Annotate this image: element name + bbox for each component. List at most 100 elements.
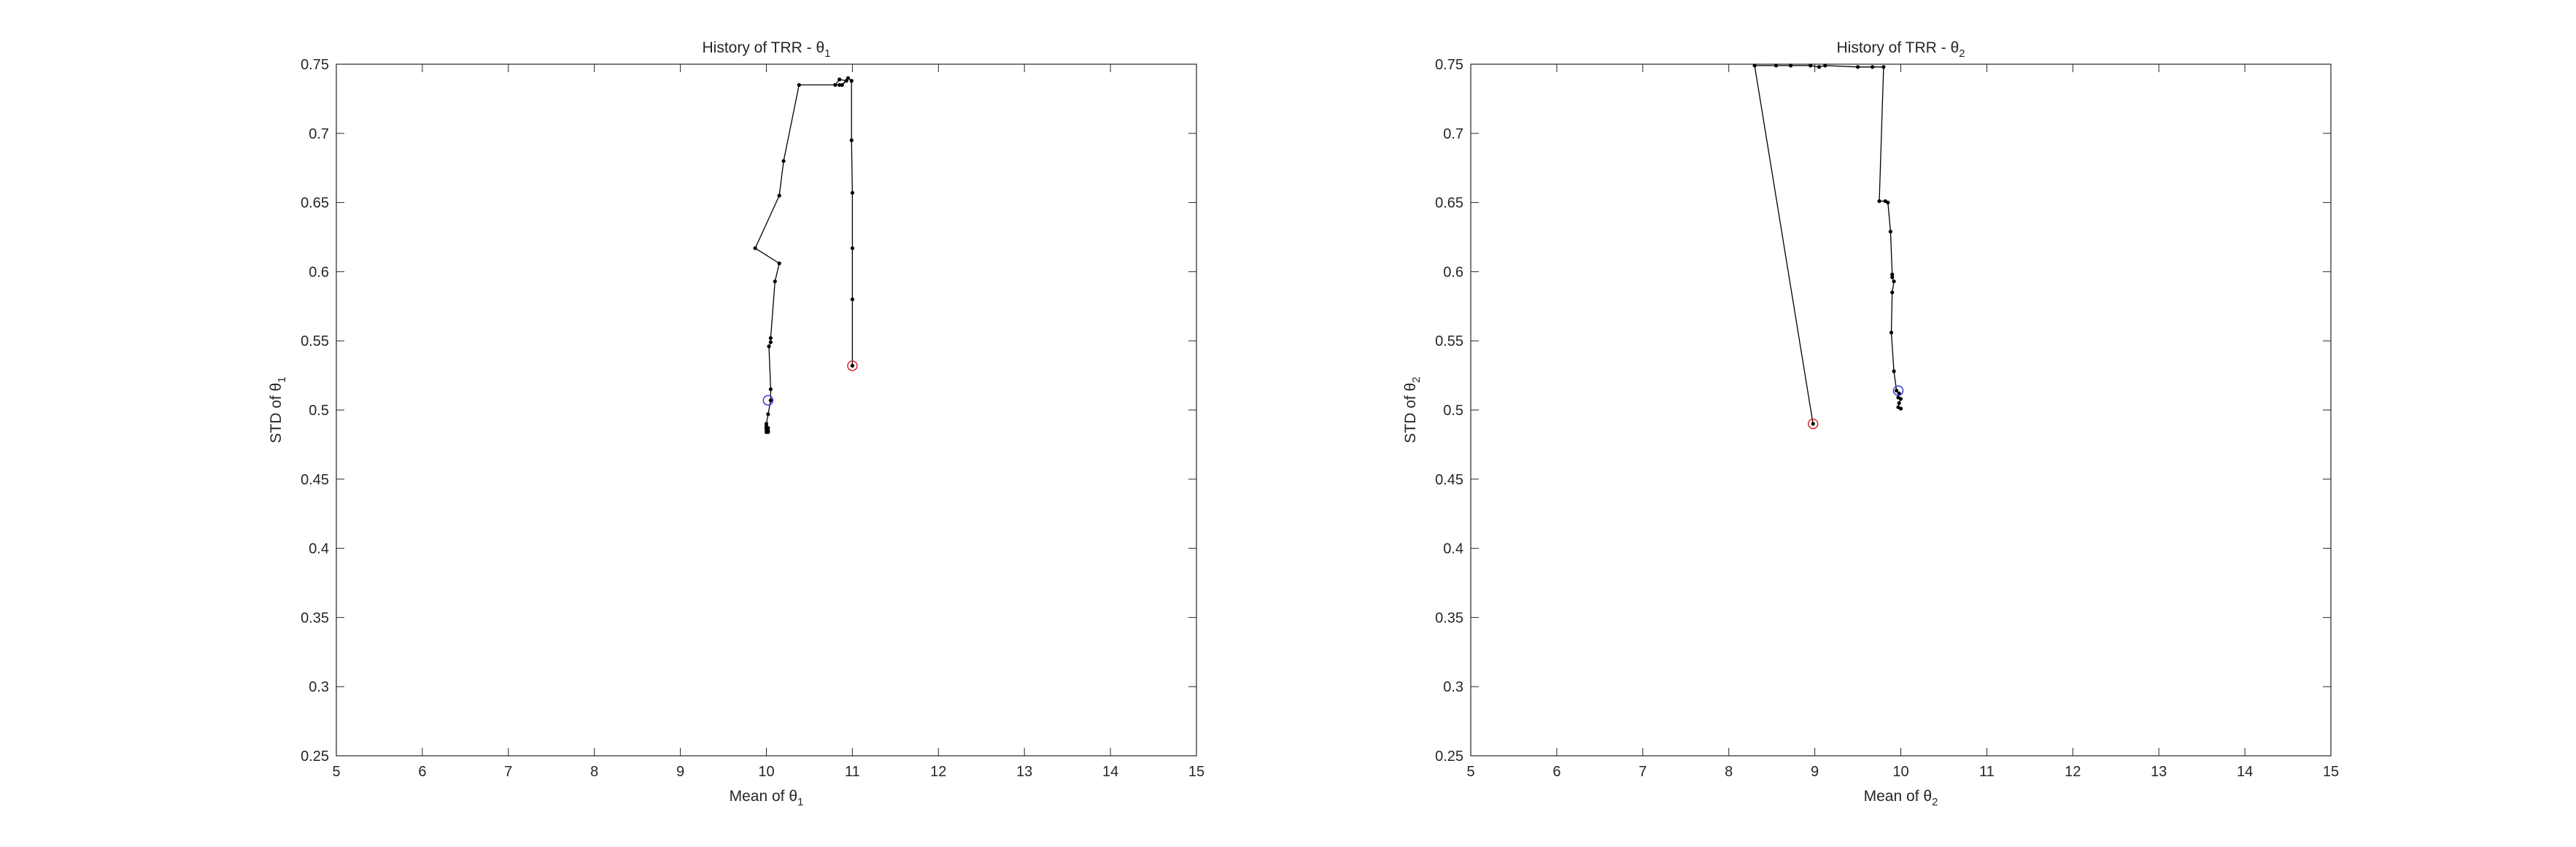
x-tick-label: 15 bbox=[1188, 764, 1204, 780]
data-point bbox=[1897, 401, 1901, 406]
x-tick-label: 12 bbox=[930, 764, 946, 780]
data-point bbox=[764, 422, 769, 426]
data-point bbox=[849, 79, 854, 83]
x-axis-label-subscript: 1 bbox=[797, 796, 803, 808]
x-tick-label: 10 bbox=[1892, 764, 1908, 780]
x-axis-label: Mean of θ2 bbox=[1864, 788, 1938, 808]
data-point bbox=[1897, 391, 1901, 395]
y-tick-label: 0.7 bbox=[309, 126, 329, 142]
data-point bbox=[1870, 65, 1875, 69]
data-point bbox=[1895, 388, 1899, 393]
data-point bbox=[766, 430, 770, 434]
x-tick-label: 13 bbox=[1016, 764, 1032, 780]
data-point bbox=[768, 387, 773, 392]
x-tick-label: 12 bbox=[2065, 764, 2081, 780]
x-tick-label: 5 bbox=[332, 764, 340, 780]
data-point bbox=[844, 79, 848, 83]
data-point bbox=[764, 426, 769, 430]
data-point bbox=[1877, 199, 1881, 204]
data-point bbox=[1881, 65, 1886, 69]
data-point bbox=[1892, 369, 1896, 374]
y-tick-label: 0.45 bbox=[1435, 472, 1463, 488]
x-tick-label: 14 bbox=[2237, 764, 2253, 780]
x-tick-label: 14 bbox=[1102, 764, 1118, 780]
data-point bbox=[1892, 279, 1896, 284]
chart-title-subscript: 2 bbox=[1959, 47, 1965, 60]
data-point bbox=[850, 190, 854, 195]
y-tick-label: 0.4 bbox=[309, 541, 329, 557]
y-axis-label-main: STD of θ bbox=[1402, 383, 1419, 444]
x-tick-label: 8 bbox=[590, 764, 598, 780]
chart-title: History of TRR - θ1 bbox=[703, 39, 831, 60]
data-point bbox=[1889, 330, 1894, 335]
y-tick-label: 0.7 bbox=[1443, 126, 1463, 142]
data-point bbox=[1890, 290, 1895, 295]
data-point bbox=[766, 412, 770, 417]
chart-title-subscript: 1 bbox=[824, 47, 830, 60]
x-axis-label-main: Mean of θ bbox=[1864, 788, 1932, 805]
data-point bbox=[846, 76, 851, 80]
data-point bbox=[773, 279, 777, 284]
data-point bbox=[1752, 63, 1757, 68]
x-tick-label: 7 bbox=[1639, 764, 1647, 780]
y-tick-label: 0.6 bbox=[309, 264, 329, 280]
x-axis-label: Mean of θ1 bbox=[730, 788, 804, 808]
y-tick-label: 0.55 bbox=[301, 333, 329, 349]
y-tick-label: 0.35 bbox=[301, 610, 329, 626]
y-tick-label: 0.25 bbox=[301, 749, 329, 765]
x-tick-label: 10 bbox=[758, 764, 774, 780]
data-point bbox=[1890, 272, 1895, 276]
data-point bbox=[781, 159, 786, 163]
data-point bbox=[753, 246, 757, 250]
data-point bbox=[838, 77, 842, 82]
data-point bbox=[768, 340, 773, 344]
data-point bbox=[797, 82, 801, 88]
start-marker bbox=[1807, 418, 1819, 430]
y-tick-label: 0.6 bbox=[1443, 264, 1463, 280]
y-tick-label: 0.25 bbox=[1435, 749, 1463, 765]
x-tick-label: 6 bbox=[1552, 764, 1560, 780]
data-point bbox=[1788, 63, 1793, 68]
x-tick-label: 7 bbox=[504, 764, 512, 780]
x-tick-label: 5 bbox=[1466, 764, 1474, 780]
y-axis-label: STD of θ1 bbox=[268, 376, 288, 443]
data-point bbox=[768, 336, 773, 341]
data-point bbox=[849, 138, 854, 142]
data-point bbox=[1888, 229, 1892, 234]
x-axis-label-subscript: 2 bbox=[1932, 796, 1938, 808]
data-point bbox=[1774, 63, 1779, 68]
data-point bbox=[1890, 275, 1895, 279]
data-point bbox=[777, 261, 781, 266]
y-tick-label: 0.3 bbox=[309, 679, 329, 695]
chart-1: 5 6 7 8 9 10 11 12 13 14 150.250.30.350.40.450.50.… bbox=[268, 39, 1204, 808]
x-axis-label-main: Mean of θ bbox=[730, 788, 797, 805]
data-point bbox=[767, 344, 771, 349]
data-point bbox=[1817, 65, 1822, 69]
y-axis-label: STD of θ2 bbox=[1402, 376, 1423, 443]
y-axis-label-subscript: 2 bbox=[1410, 376, 1423, 382]
y-tick-label: 0.55 bbox=[1435, 333, 1463, 349]
data-point bbox=[1898, 406, 1903, 411]
y-tick-label: 0.5 bbox=[309, 403, 329, 419]
x-tick-label: 9 bbox=[1811, 764, 1819, 780]
chart-title-main: History of TRR - θ bbox=[703, 39, 825, 56]
chart-title: History of TRR - θ2 bbox=[1837, 39, 1965, 60]
data-point bbox=[1809, 63, 1813, 68]
x-tick-label: 15 bbox=[2323, 764, 2339, 780]
data-point bbox=[768, 398, 773, 403]
data-point bbox=[850, 363, 854, 368]
data-point bbox=[838, 82, 842, 88]
y-tick-label: 0.3 bbox=[1443, 679, 1463, 695]
y-tick-label: 0.65 bbox=[301, 196, 329, 212]
data-point bbox=[850, 246, 854, 250]
y-axis-label-main: STD of θ bbox=[268, 383, 285, 444]
x-tick-label: 11 bbox=[1979, 764, 1995, 780]
y-tick-label: 0.45 bbox=[301, 472, 329, 488]
plot-area bbox=[336, 63, 1197, 757]
data-point bbox=[1886, 201, 1890, 205]
x-tick-label: 11 bbox=[845, 764, 860, 780]
data-point bbox=[850, 297, 854, 301]
x-tick-label: 9 bbox=[676, 764, 684, 780]
data-point bbox=[1855, 65, 1860, 69]
